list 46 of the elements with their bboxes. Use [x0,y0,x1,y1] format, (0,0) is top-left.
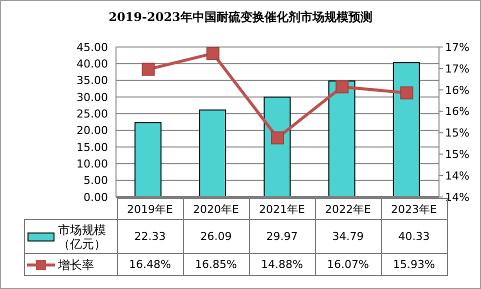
y-tick-label: 10.00 [76,158,108,171]
bar [134,122,162,197]
y-tick-label: 30.00 [76,90,108,104]
point [206,47,220,60]
y2-tick-label: 15% [445,148,470,162]
y2-tick-label: 15% [445,126,470,140]
y-tick-label: 5.00 [84,174,108,188]
legend-label: 增长率 [58,258,95,272]
point [336,80,349,94]
point [271,131,284,144]
bar [199,110,226,197]
point [142,62,155,76]
y2-tick-label: 16% [445,84,470,97]
y2-tick-label: 17% [445,40,470,54]
data-label: 16.07% [315,254,381,276]
point [400,86,414,100]
data-label: 26.09 [183,220,249,254]
data-label: 22.33 [117,220,183,254]
y2-tick-label: 16% [445,105,470,118]
y2-tick-label: 14% [445,169,470,182]
y-tick-label: 0.00 [84,190,108,204]
x-tick-label: 2019年E [117,198,183,220]
y-tick-label: 25.00 [76,108,108,121]
y-tick-label: 45.00 [76,40,108,54]
y-tick-label: 20.00 [76,124,108,138]
data-label: 40.33 [381,220,447,254]
x-tick-label: 2022年E [315,198,381,220]
x-tick-label: 2023年E [391,202,437,216]
y2-tick-label: 17% [445,62,470,76]
y-tick-label: 40.00 [76,58,108,71]
data-label: 16.48% [117,254,183,276]
chart-title: 2019-2023年中国耐硫变换催化剂市场规模预测 [108,9,374,26]
data-label: 34.79 [315,220,381,254]
bar [328,80,356,197]
x-tick-label: 2020年E [183,198,249,220]
y2-tick-label: 14% [445,190,470,204]
data-label: 14.88% [249,254,315,276]
data-label: 15.93% [381,254,447,276]
bar [264,96,291,197]
y-tick-label: 15.00 [76,140,108,154]
data-label: 16.85% [183,254,249,276]
bar [392,62,420,197]
y-tick-label: 35.00 [76,74,108,88]
x-tick-label: 2021年E [249,198,315,220]
legend-label: 市场规模（亿元） [58,222,107,250]
data-label: 29.97 [249,220,315,254]
